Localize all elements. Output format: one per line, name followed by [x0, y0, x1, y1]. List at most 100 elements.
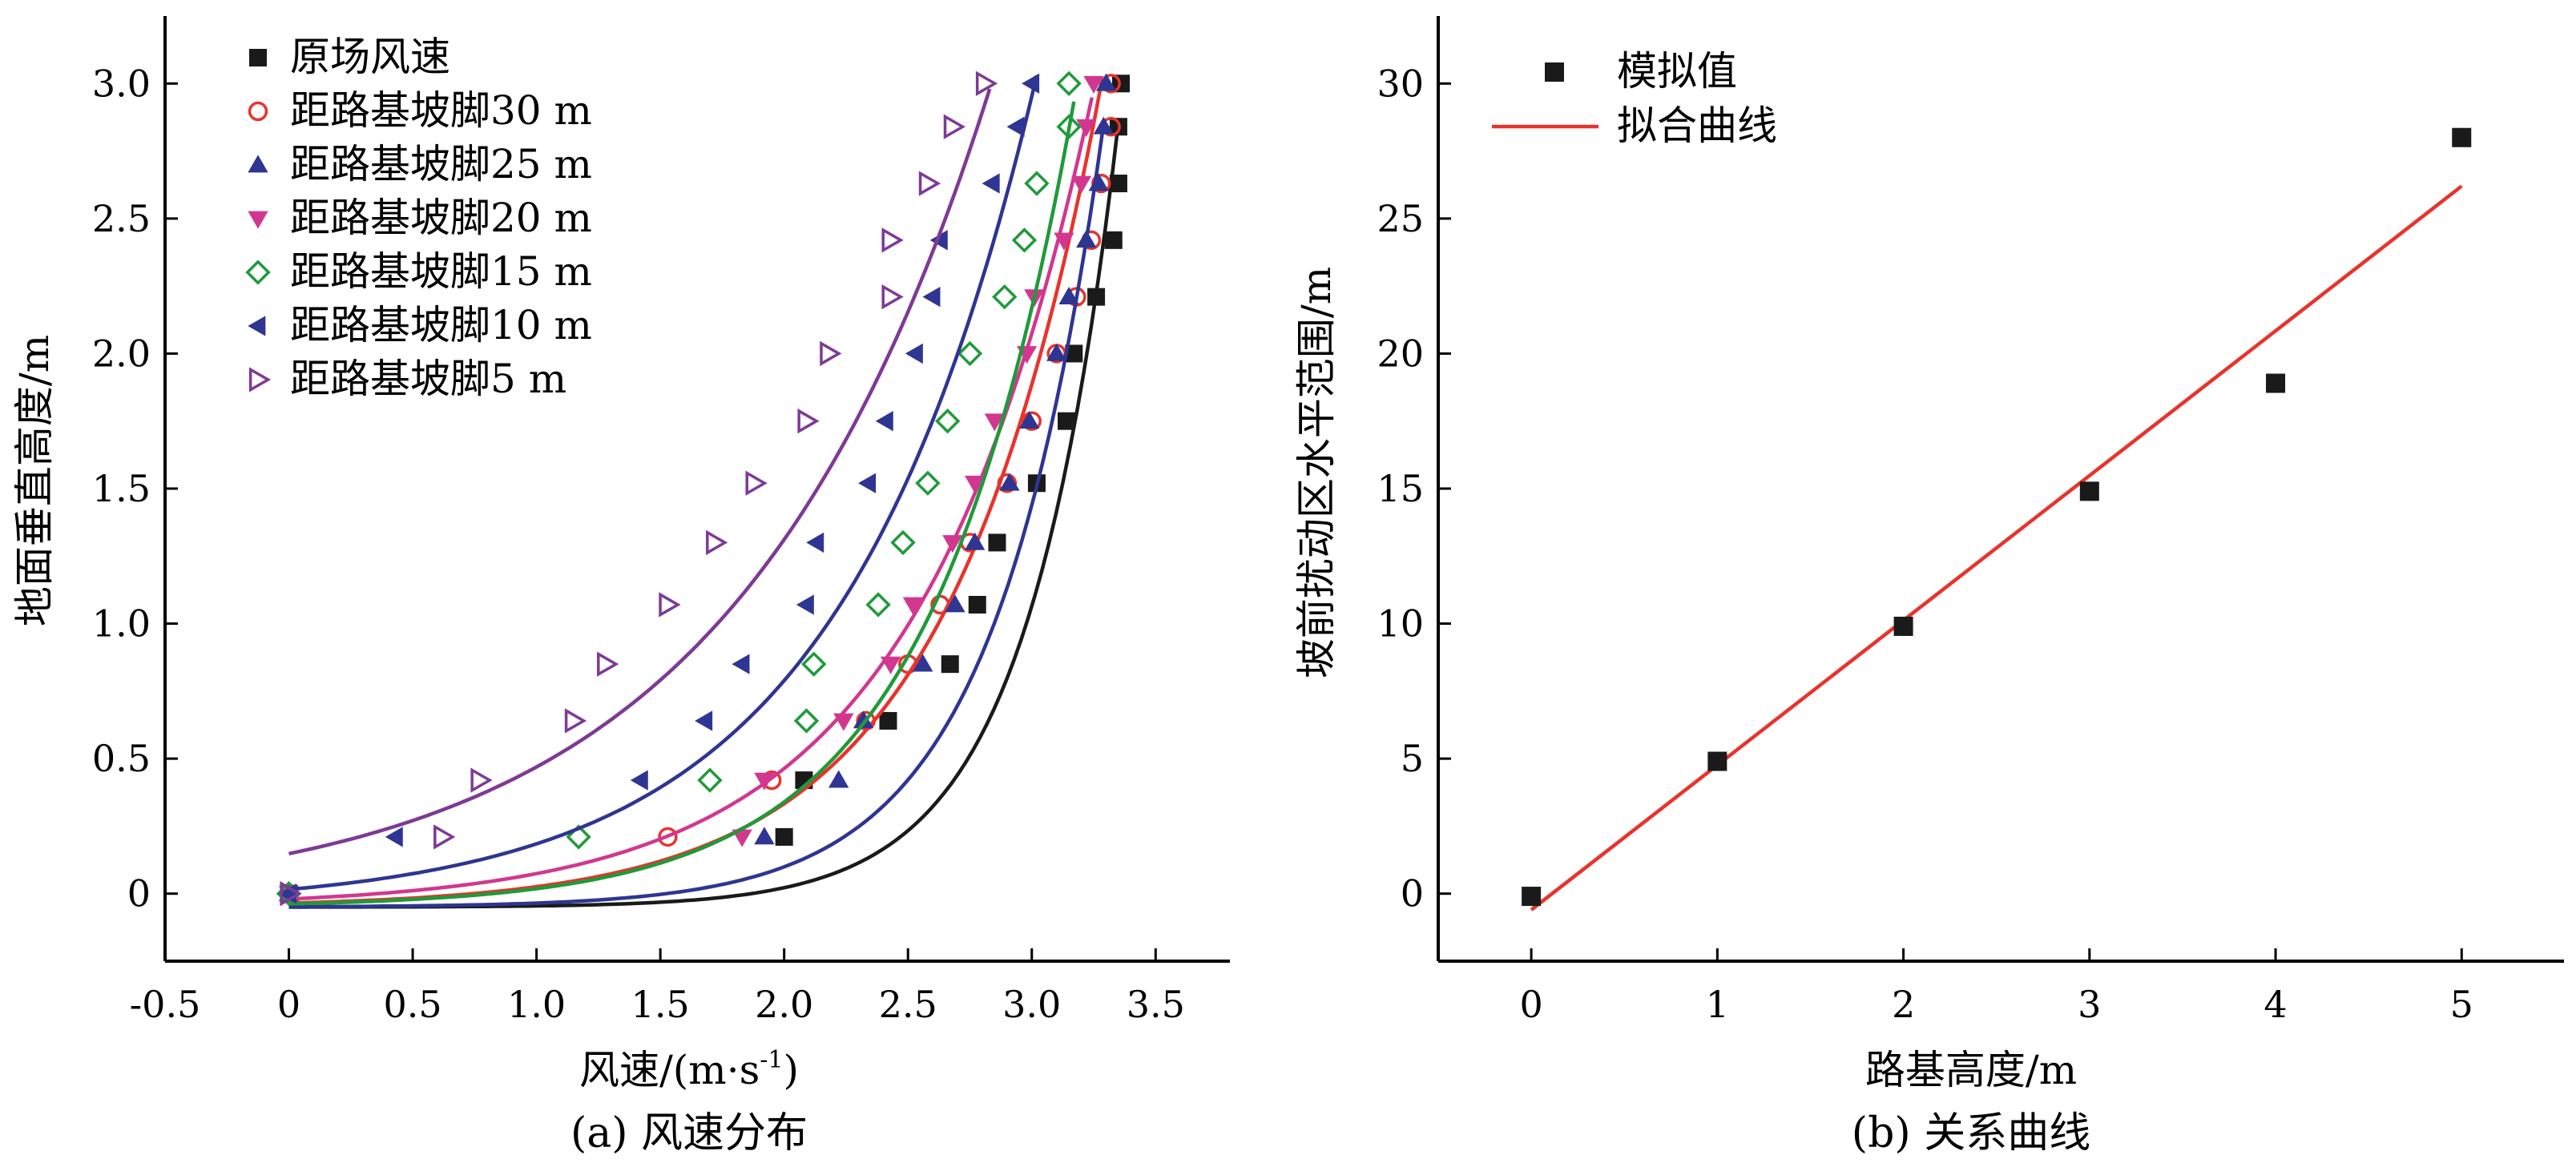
series-6-point [385, 827, 403, 847]
series-7-point [564, 708, 587, 734]
panel-b-y-axis-label: 坡前扰动区水平范围/m [1293, 267, 1340, 678]
series-6-point [1006, 116, 1025, 137]
panel-b-x-tick-label: 2 [1892, 983, 1915, 1026]
series-7-point [745, 470, 768, 496]
series-3-point [853, 710, 874, 729]
series-5 [276, 70, 1082, 907]
series-6-point [806, 532, 824, 553]
series-6-point [630, 770, 648, 791]
panel-a-x-tick-label: 0.5 [383, 983, 441, 1026]
series-5-point [1056, 70, 1082, 96]
simulated-point [1522, 887, 1542, 907]
panel-a-y-axis-label: 地面垂直高度/m [11, 335, 58, 626]
series-5-point [1011, 227, 1038, 253]
panel-a-y-tick-label: 1.0 [92, 602, 151, 646]
panel-a-y-tick-label: 2.0 [92, 332, 151, 375]
series-3-point [1076, 230, 1097, 248]
legend-marker-1 [249, 49, 267, 66]
series-7-point [975, 70, 998, 96]
series-5-point [801, 651, 827, 677]
series-7-point [280, 881, 302, 907]
panel-a-x-tick-label: 3.0 [1002, 983, 1061, 1026]
legend-label-2: 距路基坡脚30 m [290, 87, 592, 134]
legend-label-simulated: 模拟值 [1617, 48, 1737, 95]
legend-marker-7 [248, 367, 272, 392]
series-2-point [997, 473, 1018, 493]
series-1-point [1104, 231, 1123, 249]
panel-a-x-tick-label: 0 [277, 983, 300, 1026]
series-5-point [915, 470, 941, 496]
series-1-point [1065, 344, 1083, 363]
series-3-fit-curve [288, 119, 1107, 909]
legend-marker-6 [248, 316, 266, 336]
panel-b-x-tick-label: 0 [1519, 983, 1542, 1026]
panel-b-y-tick-label: 5 [1401, 737, 1424, 780]
panel-b-axes: 0 1 2 3 4 5 0 5 10 15 20 25 30 [1377, 16, 2564, 1026]
panel-b-x-axis-label: 路基高度/m [1865, 1047, 2077, 1093]
panel-b-y-tick-label: 0 [1401, 872, 1424, 915]
series-7-point [433, 824, 456, 850]
series-5-point [934, 408, 961, 434]
panel-a-x-axis-label-main: 风速/(m·s [579, 1047, 760, 1093]
series-6-point [875, 411, 893, 432]
series-6-point [982, 173, 1000, 194]
series-7-point [470, 767, 493, 793]
series-5-point [1024, 171, 1050, 196]
legend-marker-simulated [1545, 62, 1564, 82]
series-4-point [942, 535, 963, 553]
series-7-point [918, 171, 941, 196]
legend-marker-2 [248, 101, 268, 122]
panel-b-plot-area [1522, 127, 2472, 911]
series-4-point [902, 597, 924, 615]
series-1-point [941, 655, 959, 674]
series-7-point [706, 529, 728, 556]
series-3-point [1058, 286, 1079, 304]
series-4-point [1070, 175, 1092, 194]
series-5-point [793, 708, 820, 734]
series-5-point [957, 340, 983, 367]
legend-marker-5 [245, 260, 271, 285]
panel-a-y-tick-label: 3.0 [92, 62, 151, 105]
simulated-point [2079, 481, 2099, 501]
series-3-point [945, 594, 965, 613]
legend-label-7: 距路基坡脚5 m [290, 356, 566, 402]
series-3-point [1046, 343, 1067, 361]
series-6-fit-curve [288, 74, 1039, 891]
panel-a-x-axis-label-close: ) [784, 1047, 800, 1093]
series-7-point [943, 114, 966, 139]
series-2-point [658, 827, 678, 847]
series-1-point [1087, 288, 1106, 306]
panel-a-plot-area [276, 70, 1131, 909]
legend-label-4: 距路基坡脚20 m [290, 195, 592, 241]
series-5-point [566, 824, 591, 850]
panel-a-x-tick-label: 1.5 [631, 983, 690, 1026]
series-3-point [1093, 116, 1115, 135]
legend-marker-3 [248, 155, 268, 173]
series-3-point [1019, 411, 1040, 429]
legend-label-6: 距路基坡脚10 m [290, 302, 592, 348]
series-4-point [1054, 232, 1074, 251]
series-3-point [1088, 173, 1109, 191]
simulated-point [2452, 127, 2472, 147]
panel-b-x-tick-label: 5 [2450, 983, 2473, 1026]
series-7-point [597, 651, 619, 677]
series-4-point [965, 475, 986, 493]
series-4-point [984, 413, 1006, 432]
series-4-point [754, 772, 775, 791]
series-6 [278, 73, 1040, 904]
series-1-point [988, 533, 1006, 552]
simulated-point [2266, 373, 2286, 393]
series-1-point [879, 711, 897, 730]
series-4-point [833, 713, 854, 731]
series-3-point [965, 532, 986, 550]
fit-line [1530, 184, 2463, 911]
simulated-point [1893, 616, 1913, 636]
series-5-point [697, 767, 723, 793]
panel-a-x-tick-label: -0.5 [130, 983, 201, 1026]
panel-a-x-tick-label: 2.0 [755, 983, 813, 1026]
series-6-point [905, 343, 923, 364]
panel-a-wind-speed-chart: -0.5 0 0.5 1.0 1.5 2.0 2.5 3.0 3.5 0 0.5 1.0 1.5 2.0 2… [11, 16, 1230, 1157]
